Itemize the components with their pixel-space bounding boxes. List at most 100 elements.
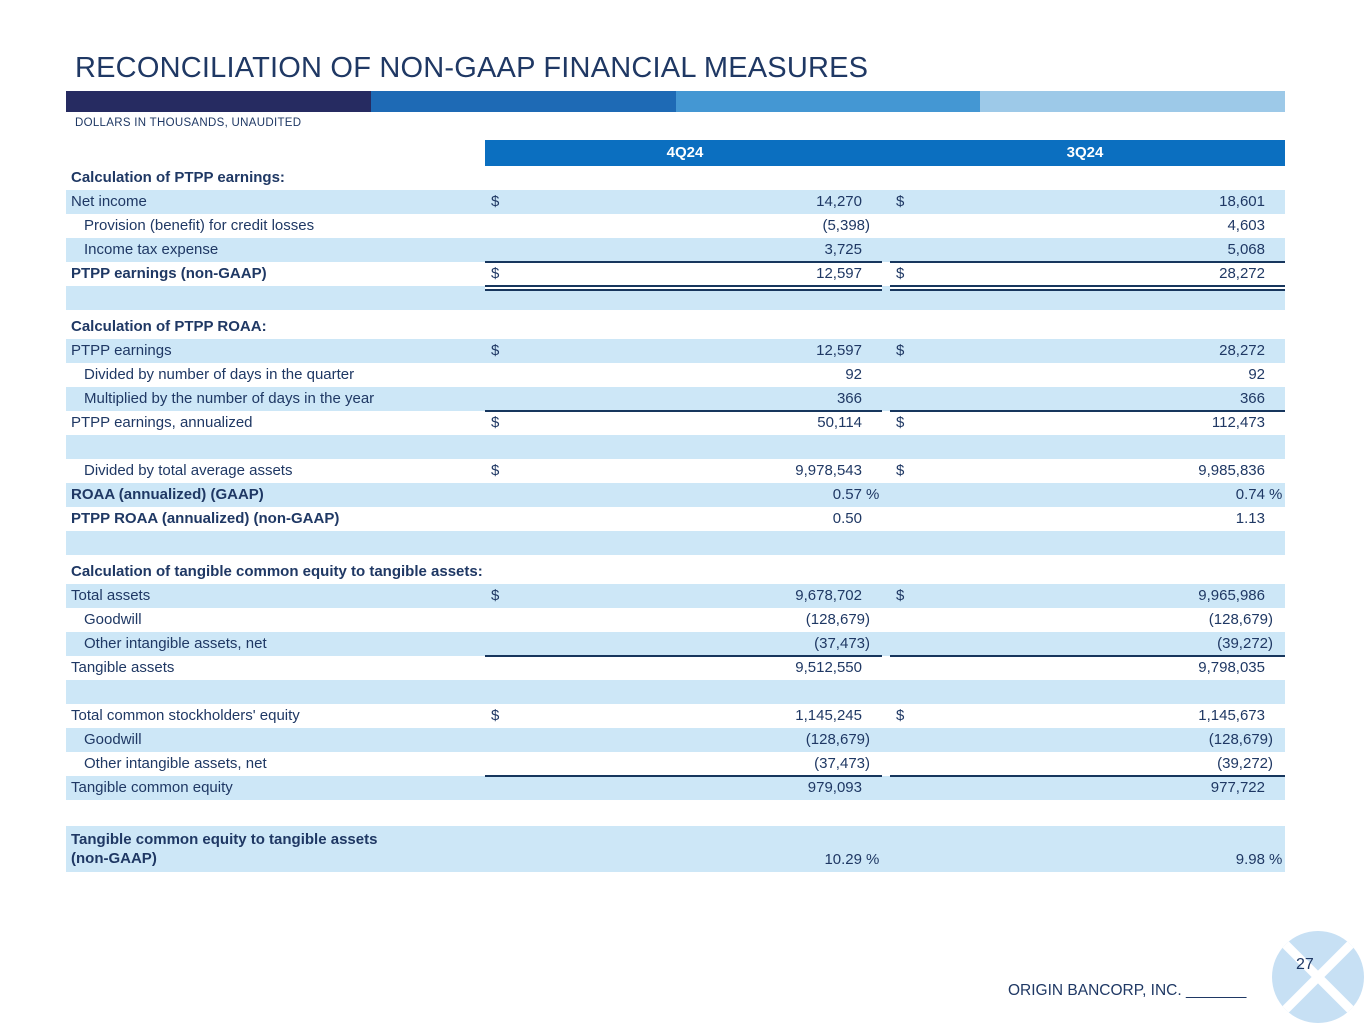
value-cell (485, 531, 882, 555)
percent-suffix (862, 363, 882, 387)
column-gap (882, 286, 890, 310)
period-header-bar: 4Q24 3Q24 (485, 140, 1285, 166)
cell-value: 0.57 (832, 486, 862, 503)
column-gap (882, 656, 890, 680)
table-header-row: 4Q24 3Q24 (66, 140, 1285, 166)
value-cell: (128,679) (485, 608, 882, 632)
value-cell: (37,473) (485, 632, 882, 657)
column-gap (882, 560, 890, 584)
currency-symbol (485, 166, 491, 190)
currency-symbol (485, 728, 491, 752)
currency-symbol: $ (896, 265, 905, 282)
column-gap (882, 459, 890, 483)
cell-value: (37,473) (814, 635, 870, 652)
percent-suffix: % (866, 486, 880, 503)
cell-value: 92 (1248, 366, 1265, 383)
percent-suffix (1265, 560, 1285, 584)
table-body: Calculation of PTPP earnings: Net income $… (66, 166, 1285, 872)
row-label (66, 680, 485, 704)
table-row: PTPP earnings (non-GAAP) $12,597 $28,272 (66, 262, 1285, 291)
currency-symbol: $ (491, 462, 500, 479)
col-header-3q24: 3Q24 (1066, 144, 1104, 161)
row-label (66, 531, 485, 555)
cell-value: 977,722 (1210, 779, 1265, 796)
currency-symbol (485, 483, 491, 507)
row-label: Other intangible assets, net (84, 755, 267, 772)
percent-suffix (862, 387, 882, 411)
currency-symbol (890, 632, 896, 656)
percent-suffix (862, 728, 882, 752)
value-cell: (128,679) (890, 608, 1285, 632)
footer: ORIGIN BANCORP, INC. _______ (1008, 982, 1246, 1000)
value-cell: (39,272) (890, 632, 1285, 657)
cell-value: 18,601 (1219, 193, 1265, 210)
cell-value: (128,679) (1208, 611, 1273, 628)
row-label: Calculation of tangible common equity to… (71, 563, 483, 580)
column-gap (882, 680, 890, 704)
value-cell: $1,145,673 (890, 704, 1285, 728)
value-cell: 92 (890, 363, 1285, 387)
cell-value: 9,965,986 (1198, 587, 1265, 604)
row-label: Tangible assets (71, 659, 175, 676)
value-cell (890, 435, 1285, 459)
cell-value: 9,678,702 (795, 587, 862, 604)
table-row: Calculation of PTPP ROAA: (66, 315, 1285, 339)
percent-suffix (1265, 435, 1285, 459)
cell-value: 5,068 (1227, 241, 1265, 258)
value-cell: 979,093 (485, 776, 882, 800)
table-row (66, 680, 1285, 704)
cell-value: 9.98 (1235, 851, 1265, 868)
cell-value: 1.13 (1235, 510, 1265, 527)
table-row: Divided by total average assets $9,978,54… (66, 459, 1285, 483)
currency-symbol (485, 435, 491, 459)
currency-symbol (890, 728, 896, 752)
percent-suffix (1265, 166, 1285, 190)
percent-suffix (1265, 584, 1285, 608)
value-cell: 1.13 (890, 507, 1285, 531)
accent-bar-segment (370, 91, 676, 112)
value-cell (890, 560, 1285, 584)
value-cell: $28,272 (890, 262, 1285, 291)
row-label: Goodwill (84, 611, 142, 628)
percent-suffix (1265, 728, 1285, 752)
column-gap (882, 728, 890, 752)
percent-suffix (1265, 339, 1285, 363)
currency-symbol (485, 531, 491, 555)
row-label: Divided by total average assets (84, 462, 293, 479)
percent-suffix (862, 262, 882, 286)
percent-suffix (1265, 238, 1285, 262)
column-gap (882, 363, 890, 387)
value-cell: $1,145,245 (485, 704, 882, 728)
cell-value: 92 (845, 366, 862, 383)
cell-value: (128,679) (1208, 731, 1273, 748)
cell-value: 9,985,836 (1198, 462, 1265, 479)
currency-symbol (890, 752, 896, 776)
value-cell: 366 (485, 387, 882, 412)
percent-suffix (862, 435, 882, 459)
cell-value: (39,272) (1217, 635, 1273, 652)
currency-symbol (485, 560, 491, 584)
percent-suffix (1265, 190, 1285, 214)
row-label (66, 286, 485, 310)
currency-symbol (890, 656, 896, 680)
value-cell: 92 (485, 363, 882, 387)
row-label: PTPP ROAA (annualized) (non-GAAP) (71, 510, 340, 527)
value-cell: 10.29% (485, 826, 882, 872)
value-cell: $50,114 (485, 411, 882, 435)
percent-suffix (862, 584, 882, 608)
column-gap (882, 315, 890, 339)
value-cell: 3,725 (485, 238, 882, 263)
row-label: Calculation of PTPP earnings: (71, 169, 285, 186)
value-cell: $12,597 (485, 339, 882, 363)
column-gap (882, 483, 890, 507)
row-label: Tangible common equity (71, 779, 233, 796)
column-gap (882, 411, 890, 435)
currency-symbol (890, 166, 896, 190)
value-cell (485, 315, 882, 339)
currency-symbol: $ (896, 193, 905, 210)
cell-value: 10.29 (824, 851, 862, 868)
currency-symbol (890, 363, 896, 387)
column-gap (882, 584, 890, 608)
column-gap (882, 507, 890, 531)
currency-symbol: $ (896, 414, 905, 431)
